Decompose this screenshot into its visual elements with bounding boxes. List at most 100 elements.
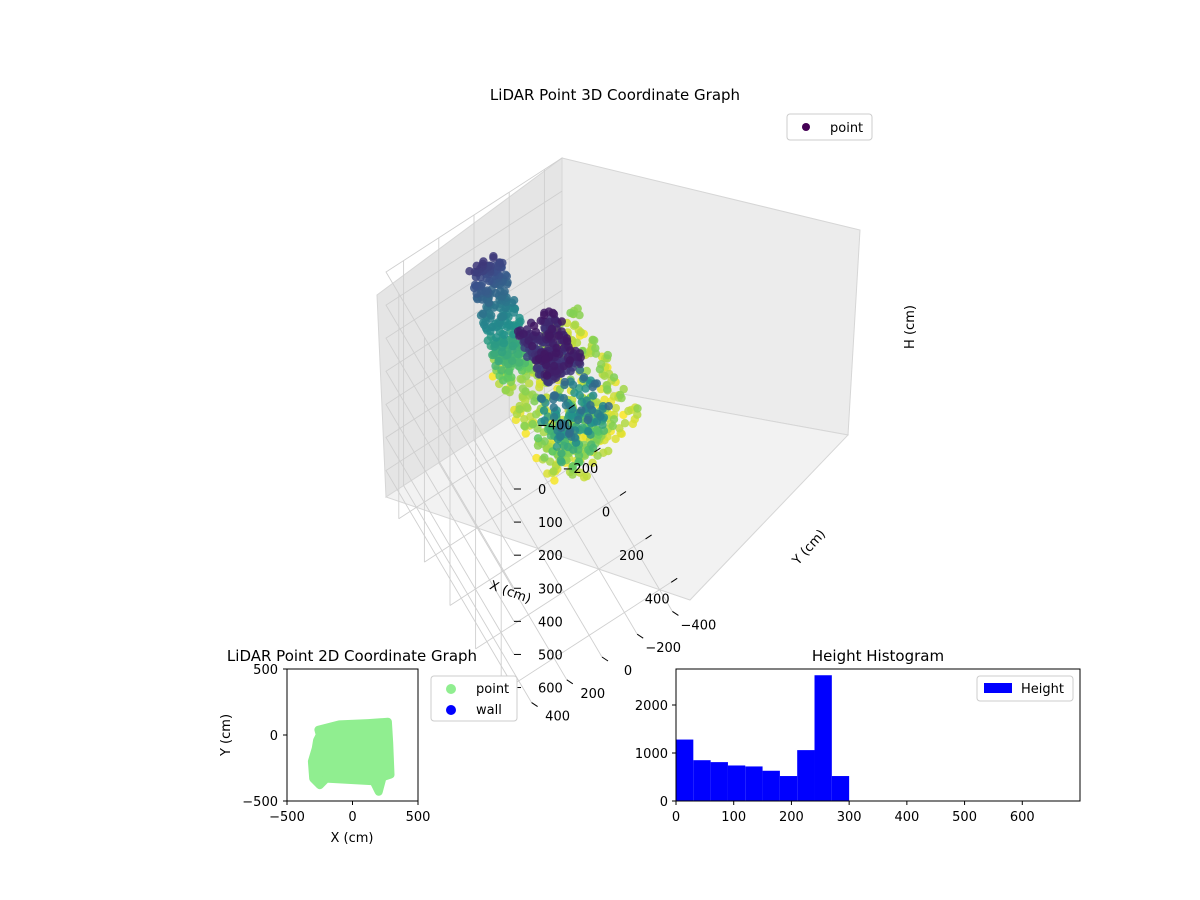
data-point [508, 341, 518, 351]
data-point [591, 344, 600, 353]
x-tick-label: 400 [645, 592, 670, 607]
histogram-bar [762, 770, 780, 801]
y-tick-label: 400 [545, 710, 570, 725]
y-axis-label-2d: Y (cm) [219, 714, 234, 757]
x-tick-label: 400 [894, 810, 919, 825]
data-point [560, 377, 569, 387]
data-point [501, 385, 510, 395]
histogram-bar [797, 750, 815, 801]
data-point [584, 427, 593, 436]
data-point [533, 434, 543, 443]
data-point [573, 415, 583, 425]
data-point [572, 338, 582, 347]
data-point [611, 434, 620, 444]
data-point [536, 394, 546, 403]
histogram-bar [693, 760, 711, 801]
data-point [600, 371, 609, 380]
histogram-title: Height Histogram [812, 647, 944, 665]
data-point [489, 252, 498, 261]
data-point [549, 413, 559, 422]
y-tick-mark [672, 610, 679, 616]
data-point [588, 382, 597, 392]
data-point [609, 373, 619, 382]
data-point [540, 453, 549, 462]
data-point [520, 421, 529, 431]
legend-2d: point wall [430, 675, 518, 722]
point-cloud-footprint [307, 717, 395, 796]
axes-histogram-ticks: 0 100 200 300 400 500 600 0 1000 2000 [635, 699, 1035, 825]
z-tick-label: 600 [538, 682, 563, 697]
data-point [633, 410, 642, 419]
z-tick-label: 500 [538, 648, 563, 663]
data-point [499, 338, 508, 348]
y-tick-mark [566, 679, 574, 685]
y-tick-label: 1000 [635, 747, 668, 762]
data-point [633, 404, 642, 413]
data-point [568, 462, 577, 471]
data-point [556, 432, 565, 441]
histogram-bar [831, 776, 850, 801]
data-point [589, 391, 598, 400]
y-tick-label: −400 [681, 618, 717, 633]
data-point [568, 405, 577, 414]
data-point [497, 366, 506, 375]
data-point [472, 261, 481, 270]
data-point [557, 423, 566, 432]
data-point [541, 354, 550, 364]
data-point [478, 309, 487, 318]
z-tick-label: 0 [538, 483, 546, 498]
y-tick-label: −200 [645, 641, 681, 656]
x-tick-label: 300 [837, 810, 862, 825]
data-point [484, 298, 493, 307]
data-point [548, 308, 558, 318]
legend-marker-wall [446, 705, 456, 715]
data-point [515, 313, 524, 323]
x-tick-label: −400 [537, 419, 573, 434]
data-point [491, 339, 500, 349]
histogram-bar [727, 765, 746, 801]
pane-floor [384, 382, 850, 601]
x-tick-label: 200 [779, 810, 804, 825]
data-point [521, 387, 530, 396]
data-point [576, 328, 585, 337]
histogram-bar [710, 762, 728, 801]
axes-3d-ticks: −400−2000200400−400−20002004000100200300… [514, 404, 717, 725]
legend-label: point [830, 121, 863, 136]
data-point [550, 391, 559, 400]
x-tick-mark [568, 404, 576, 410]
data-point [529, 321, 539, 331]
grid-line [385, 356, 563, 688]
data-point [620, 419, 630, 428]
legend-marker-point [446, 684, 456, 694]
data-point [616, 390, 625, 400]
data-point [575, 391, 584, 400]
chart-2d: LiDAR Point 2D Coordinate Graph −500 0 500… [219, 647, 518, 846]
data-point [554, 331, 564, 340]
data-point [586, 401, 595, 410]
data-point [535, 383, 544, 392]
data-point [595, 365, 605, 374]
data-point [557, 449, 566, 458]
x-axis-label-2d: X (cm) [331, 831, 374, 846]
data-point [505, 366, 514, 376]
data-point [532, 364, 541, 373]
data-point [611, 403, 620, 413]
legend-histogram: Height [976, 675, 1074, 702]
data-point [528, 420, 537, 429]
data-point [552, 348, 561, 358]
data-point [577, 406, 586, 415]
data-point [590, 336, 599, 345]
grid-line [473, 439, 603, 658]
x-tick-label: 0 [602, 506, 610, 521]
histogram-bar [676, 739, 694, 801]
data-point [624, 406, 633, 416]
data-point [521, 429, 530, 438]
x-tick-label: 100 [721, 810, 746, 825]
data-point [557, 458, 566, 467]
x-tick-label: 0 [348, 810, 356, 825]
z-tick-label: 100 [538, 516, 563, 531]
y-tick-label: 500 [253, 663, 278, 678]
histogram-bars [676, 675, 850, 801]
data-point [588, 458, 597, 467]
